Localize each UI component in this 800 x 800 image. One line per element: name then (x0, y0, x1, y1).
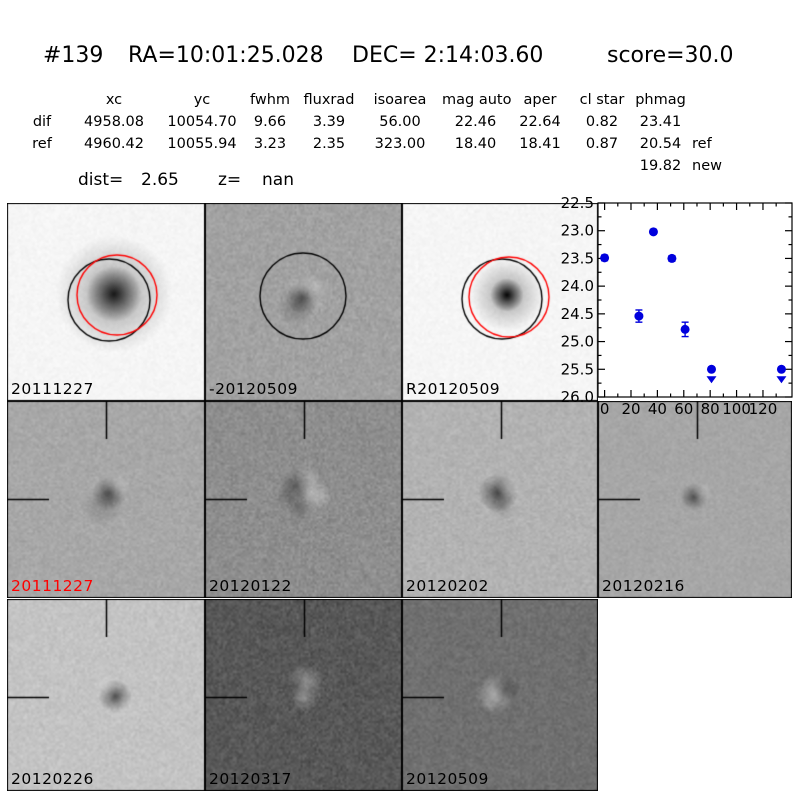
stamp-image-20120216 (598, 401, 792, 598)
table-cell: 0.87 (585, 136, 619, 152)
z-label: z= (218, 170, 242, 190)
table-cell: 0.82 (585, 114, 619, 130)
table-header-cell: phmag (635, 92, 686, 108)
data-point (706, 364, 716, 374)
upper-limit-arrow-icon (706, 376, 717, 384)
data-point (648, 227, 658, 237)
table-header-cell: fluxrad (303, 92, 355, 108)
table-cell: ref (32, 136, 52, 152)
stamp-20120122: 20120122 (205, 401, 402, 598)
table-header-cell: mag auto (442, 92, 512, 108)
table-cell: 19.82 (639, 158, 682, 174)
table-cell: dif (32, 114, 52, 130)
stamp-date-label: 20120226 (11, 770, 94, 788)
table-cell (509, 158, 571, 178)
stamp-image-20120317 (205, 599, 402, 791)
table-cell: 23.41 (639, 114, 682, 130)
table-cell (358, 158, 442, 178)
table-cell: new (692, 158, 722, 174)
stamp--20120509: -20120509 (205, 203, 402, 401)
table-header-cell (20, 92, 64, 112)
table-cell: 20.54 (639, 136, 682, 152)
table-header-cell: yc (193, 92, 211, 108)
stamp-image--20120509 (205, 203, 402, 401)
stamp-date-label: 20120317 (209, 770, 292, 788)
table-cell: 4960.42 (84, 136, 144, 152)
candidate-ra: RA=10:01:25.028 (128, 43, 324, 68)
table-cell: 10055.94 (167, 136, 237, 152)
table-row: 19.82 new (20, 158, 737, 178)
page-title: #139 RA=10:01:25.028 DEC= 2:14:03.60 sco… (0, 43, 800, 69)
table-row: dif 4958.08 10054.70 9.66 3.39 56.00 22.46 22.6… (20, 114, 737, 134)
table-header-row: xc yc fwhm fluxrad isoarea mag auto aper cl sta… (20, 92, 737, 112)
candidate-dec: DEC= 2:14:03.60 (352, 43, 544, 68)
stamp-date-label: -20120509 (209, 380, 298, 398)
data-point (600, 253, 610, 263)
table-cell: 3.39 (312, 114, 346, 130)
table-cell: 22.46 (454, 114, 497, 130)
table-cell: 2.35 (312, 136, 346, 152)
stamp-20120226: 20120226 (7, 599, 205, 791)
table-header-cell: aper (523, 92, 557, 108)
upper-limit-arrow-icon (776, 376, 787, 384)
table-cell (442, 158, 509, 178)
data-point (634, 311, 644, 321)
table-cell: ref (692, 136, 712, 152)
table-cell (688, 114, 737, 134)
stamp-20111227: 20111227 (7, 203, 205, 401)
table-header-cell: cl star (579, 92, 625, 108)
stamp-date-label: 20120122 (209, 577, 292, 595)
table-cell: 323.00 (374, 136, 426, 152)
stamp-date-label: 20120216 (602, 577, 685, 595)
data-point (680, 324, 690, 334)
stamp-image-20120122 (205, 401, 402, 598)
candidate-score: score=30.0 (607, 43, 734, 68)
stamp-date-label: 20111227 (11, 380, 94, 398)
table-cell: 22.64 (519, 114, 561, 130)
stamp-20120202: 20120202 (402, 401, 598, 598)
stamp-image-20120509 (402, 599, 598, 791)
table-cell: 9.66 (253, 114, 287, 130)
table-row: ref 4960.42 10055.94 3.23 2.35 323.00 18.40 18.… (20, 136, 737, 156)
stamp-20111227: 20111227 (7, 401, 205, 598)
z-value: nan (262, 170, 294, 190)
table-cell: 4958.08 (84, 114, 144, 130)
table-cell (20, 158, 64, 178)
stamp-20120509: 20120509 (402, 599, 598, 791)
table-cell: 18.41 (519, 136, 561, 152)
table-header-cell (688, 92, 737, 112)
stamp-20120317: 20120317 (205, 599, 402, 791)
data-point (667, 253, 677, 263)
table-cell (571, 158, 633, 178)
data-point (776, 364, 786, 374)
stamp-date-label: 20120202 (406, 577, 489, 595)
plot-axes-box (597, 202, 793, 398)
table-cell: 3.23 (253, 136, 287, 152)
table-cell: 18.40 (454, 136, 497, 152)
stamp-20120216: 20120216 (598, 401, 792, 598)
table-header-cell: isoarea (373, 92, 427, 108)
stamp-image-20120226 (7, 599, 205, 791)
stamp-image-R20120509 (402, 203, 598, 401)
table-cell (300, 158, 358, 178)
candidate-id: #139 (43, 43, 104, 68)
stamp-date-label: 20120509 (406, 770, 489, 788)
stamp-image-20111227 (7, 401, 205, 598)
stamp-image-20111227 (7, 203, 205, 401)
stamp-date-label: R20120509 (406, 380, 501, 398)
table-header-cell: xc (105, 92, 123, 108)
dist-label: dist= (78, 170, 124, 190)
stamp-image-20120202 (402, 401, 598, 598)
stamp-date-label: 20111227 (11, 577, 94, 595)
table-cell: 10054.70 (167, 114, 237, 130)
stamp-R20120509: R20120509 (402, 203, 598, 401)
dist-value: 2.65 (141, 170, 179, 190)
table-header-cell: fwhm (249, 92, 291, 108)
table-cell: 56.00 (379, 114, 421, 130)
